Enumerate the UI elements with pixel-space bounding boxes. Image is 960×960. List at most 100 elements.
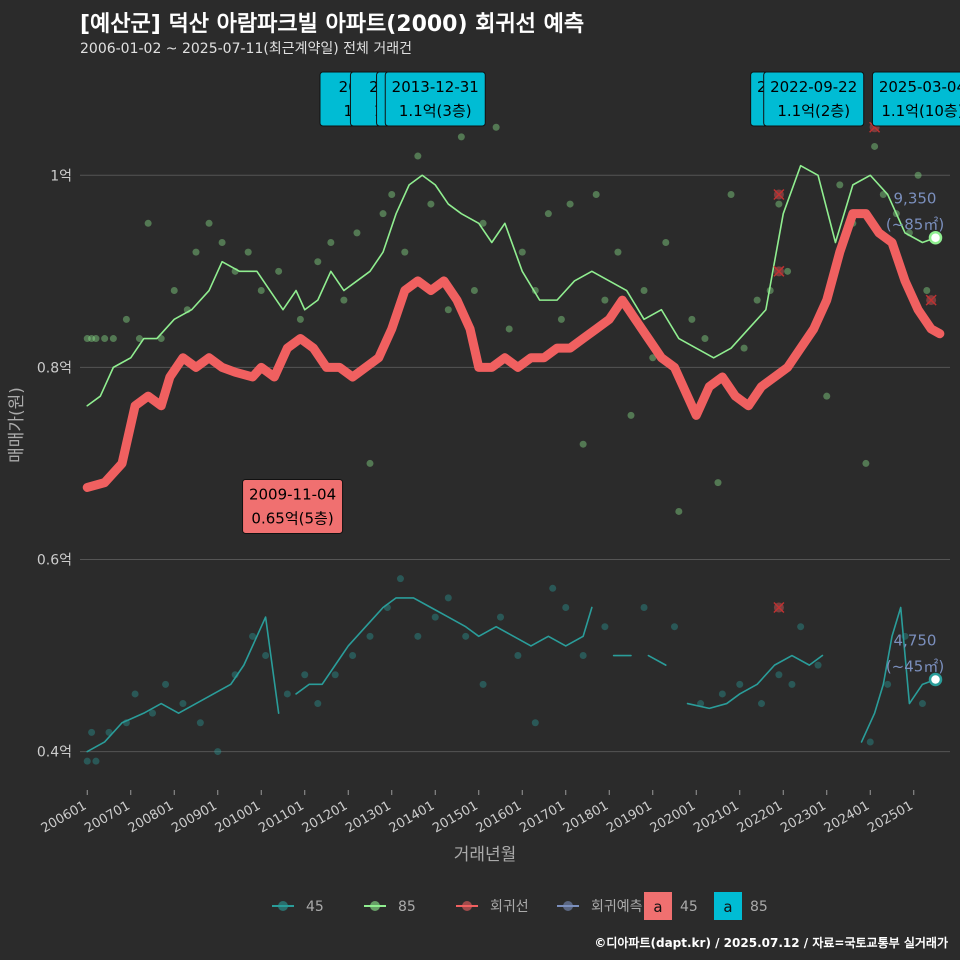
outlier-cross	[773, 601, 785, 614]
data-point-s45	[301, 671, 309, 679]
data-point-s45	[314, 700, 322, 708]
series-line-s45	[647, 654, 667, 666]
x-tick-label: 202101	[691, 798, 741, 836]
credit-text: ©디아파트(dapt.kr) / 2025.07.12 / 자료=국토교통부 실…	[594, 936, 948, 950]
data-point-s85	[727, 190, 735, 198]
annotation-date: 2013-12-31	[392, 78, 479, 96]
data-point-s45	[262, 652, 270, 660]
data-point-s85	[135, 335, 143, 343]
data-point-s45	[88, 728, 96, 736]
data-point-s45	[444, 594, 452, 602]
data-point-s45	[601, 623, 609, 631]
data-point-s45	[640, 604, 648, 611]
data-point-s45	[671, 623, 678, 631]
data-point-s85	[784, 267, 792, 275]
data-point-s45	[918, 700, 926, 708]
x-tick-label: 201701	[517, 798, 567, 836]
data-point-s85	[662, 239, 670, 246]
data-point-s85	[740, 344, 748, 352]
outlier-cross	[925, 294, 937, 306]
data-point-s85	[88, 335, 96, 343]
data-point-s85	[296, 315, 304, 323]
data-point-s85	[92, 335, 100, 343]
x-tick-label: 201201	[300, 798, 350, 836]
data-point-s45	[196, 719, 204, 727]
legend-key-dot	[563, 901, 573, 911]
x-tick-label: 200801	[126, 798, 176, 836]
data-point-s85	[401, 248, 409, 256]
regression-line	[82, 209, 945, 492]
data-point-s45	[431, 613, 439, 621]
data-point-s45	[797, 623, 805, 631]
data-point-s45	[514, 652, 522, 660]
data-point-s85	[675, 507, 683, 515]
data-point-s85	[379, 210, 387, 218]
data-point-s85	[701, 335, 709, 343]
data-point-s85	[275, 267, 283, 275]
x-tick-label: 201901	[604, 798, 654, 836]
x-tick-label: 201101	[256, 798, 306, 836]
x-tick-label: 202001	[648, 798, 698, 836]
data-point-s85	[366, 459, 374, 467]
data-point-s45	[462, 632, 470, 640]
data-point-s45	[131, 690, 139, 698]
data-point-s85	[601, 296, 609, 304]
data-point-s45	[83, 757, 91, 765]
data-point-s85	[627, 411, 635, 419]
data-point-s45	[249, 632, 257, 640]
annotation-value: 1.1억(2층)	[777, 102, 850, 120]
x-tick-label: 201801	[561, 798, 611, 836]
series-line-s45	[860, 606, 937, 743]
data-point-s85	[714, 479, 722, 487]
data-point-s85	[557, 315, 565, 323]
data-point-s45	[866, 738, 874, 746]
forecast-area-label: (~85㎡)	[886, 216, 944, 234]
data-point-s85	[427, 200, 435, 208]
data-point-s85	[192, 248, 200, 256]
data-point-s45	[736, 680, 744, 688]
data-point-s85	[640, 287, 648, 295]
data-point-s85	[414, 152, 422, 160]
data-point-s85	[614, 248, 622, 256]
legend-box-glyph: a	[723, 898, 732, 916]
data-point-s85	[470, 287, 478, 295]
data-points	[83, 85, 939, 765]
legend-box-glyph: a	[653, 898, 662, 916]
data-point-s85	[170, 287, 178, 295]
data-point-s85	[923, 287, 931, 295]
annotation-value: 0.65억(5층)	[251, 509, 333, 527]
data-point-s85	[218, 239, 226, 246]
data-point-s45	[414, 632, 422, 640]
x-tick-label: 201401	[387, 798, 437, 836]
data-point-s85	[444, 306, 452, 314]
annotation-value: 1.1억(10층)	[881, 102, 960, 120]
data-point-s45	[531, 719, 539, 727]
data-point-s45	[758, 700, 765, 708]
data-point-s85	[518, 248, 526, 256]
data-point-s45	[718, 690, 726, 698]
data-point-s85	[592, 190, 600, 198]
chart-subtitle: 2006-01-02 ~ 2025-07-11(최근계약일) 전체 거래건	[80, 41, 412, 57]
data-point-s45	[814, 661, 822, 669]
legend-key-box	[644, 892, 672, 920]
data-point-s45	[579, 652, 587, 660]
annotation-date: 2022-09-22	[770, 78, 857, 96]
data-point-s45	[214, 748, 222, 756]
data-point-s85	[566, 200, 574, 208]
annotation-value: 1.1억(3층)	[399, 102, 472, 120]
data-point-s85	[257, 287, 265, 295]
x-tick-label: 201301	[343, 798, 393, 836]
data-point-s85	[492, 123, 500, 131]
y-axis-title: 매매가(원)	[7, 387, 27, 463]
data-point-s85	[579, 440, 587, 448]
annotation-box	[763, 71, 865, 127]
data-point-s85	[823, 392, 831, 400]
data-point-s45	[479, 680, 487, 688]
legend: 45 85 회귀선 회귀예측 a 45 a 85	[272, 892, 768, 920]
forecast-value-label: 9,350	[894, 190, 937, 208]
data-point-s85	[862, 459, 870, 467]
x-tick-label: 200601	[39, 798, 89, 836]
data-point-s45	[549, 584, 557, 592]
annotation-box	[384, 71, 486, 127]
